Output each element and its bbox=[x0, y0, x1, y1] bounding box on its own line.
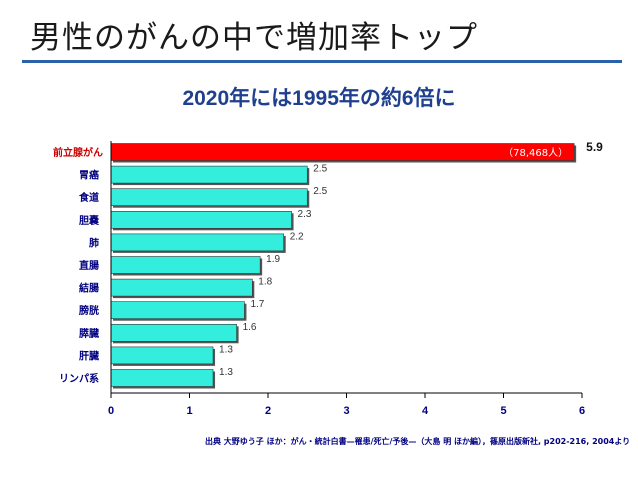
data-label: 1.8 bbox=[258, 277, 272, 288]
data-label: 1.3 bbox=[219, 367, 233, 378]
slide-title: 男性のがんの中で増加率トップ bbox=[30, 20, 478, 56]
bar bbox=[110, 369, 214, 387]
bar bbox=[110, 211, 292, 229]
x-tick-label: 2 bbox=[265, 405, 271, 417]
category-label: 食道 bbox=[78, 191, 99, 204]
bar bbox=[110, 278, 253, 297]
data-label: 1.9 bbox=[266, 254, 280, 265]
bar bbox=[110, 346, 214, 365]
category-label: 肝臓 bbox=[79, 349, 99, 362]
category-label: リンパ系 bbox=[59, 372, 99, 385]
bar bbox=[110, 188, 308, 206]
bar bbox=[110, 256, 261, 274]
bar bbox=[110, 165, 308, 184]
data-label: 1.6 bbox=[243, 322, 257, 333]
x-tick-label: 0 bbox=[108, 405, 114, 417]
category-label: 肺 bbox=[89, 236, 99, 249]
x-tick-label: 5 bbox=[500, 405, 506, 417]
data-label: 2.5 bbox=[313, 164, 327, 175]
category-label: 直腸 bbox=[79, 259, 99, 272]
x-tick-label: 4 bbox=[422, 405, 429, 417]
data-label: 2.5 bbox=[313, 186, 327, 197]
category-label: 胃癌 bbox=[79, 169, 99, 182]
bar bbox=[110, 323, 237, 342]
x-tick-label: 6 bbox=[579, 405, 585, 417]
data-label: 2.2 bbox=[290, 231, 304, 242]
x-tick-label: 3 bbox=[343, 405, 349, 417]
category-label: 結腸 bbox=[79, 282, 99, 295]
data-label: 2.3 bbox=[298, 209, 312, 220]
x-tick-label: 1 bbox=[186, 405, 192, 417]
data-label: 5.9 bbox=[586, 140, 603, 154]
data-label: 1.7 bbox=[250, 299, 264, 310]
category-label: 膀胱 bbox=[78, 304, 99, 317]
category-label: 膵臓 bbox=[79, 327, 99, 340]
category-label: 前立腺がん bbox=[53, 146, 103, 159]
source-citation: 出典 大野ゆう子 ほか：がん・統計白書—罹患/死亡/予後—（大島 明 ほか編），… bbox=[205, 437, 631, 446]
title-underline bbox=[22, 60, 622, 63]
highlight-annotation: （78,468人） bbox=[503, 147, 568, 159]
data-label: 1.3 bbox=[219, 344, 233, 355]
chart-subtitle: 2020年には1995年の約6倍に bbox=[182, 87, 456, 110]
bar bbox=[110, 301, 245, 320]
bar bbox=[110, 233, 284, 252]
category-label: 胆嚢 bbox=[79, 214, 100, 227]
